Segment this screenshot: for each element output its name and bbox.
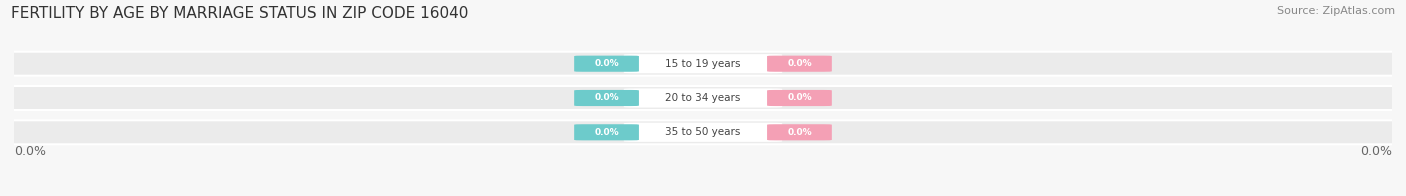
FancyBboxPatch shape <box>574 124 638 140</box>
FancyBboxPatch shape <box>574 90 638 106</box>
FancyBboxPatch shape <box>624 88 782 108</box>
FancyBboxPatch shape <box>624 123 782 142</box>
Text: Source: ZipAtlas.com: Source: ZipAtlas.com <box>1277 6 1395 16</box>
Text: 0.0%: 0.0% <box>787 59 811 68</box>
FancyBboxPatch shape <box>574 56 638 72</box>
Text: 0.0%: 0.0% <box>595 128 619 137</box>
Text: 0.0%: 0.0% <box>595 93 619 103</box>
Text: 15 to 19 years: 15 to 19 years <box>665 59 741 69</box>
FancyBboxPatch shape <box>768 56 832 72</box>
Text: 0.0%: 0.0% <box>787 128 811 137</box>
FancyBboxPatch shape <box>0 52 1406 76</box>
Text: 0.0%: 0.0% <box>1360 145 1392 158</box>
FancyBboxPatch shape <box>624 54 782 73</box>
Text: 20 to 34 years: 20 to 34 years <box>665 93 741 103</box>
Text: 0.0%: 0.0% <box>14 145 46 158</box>
Text: 35 to 50 years: 35 to 50 years <box>665 127 741 137</box>
FancyBboxPatch shape <box>0 86 1406 110</box>
Text: FERTILITY BY AGE BY MARRIAGE STATUS IN ZIP CODE 16040: FERTILITY BY AGE BY MARRIAGE STATUS IN Z… <box>11 6 468 21</box>
FancyBboxPatch shape <box>768 124 832 140</box>
FancyBboxPatch shape <box>768 90 832 106</box>
Text: 0.0%: 0.0% <box>787 93 811 103</box>
FancyBboxPatch shape <box>0 120 1406 144</box>
Text: 0.0%: 0.0% <box>595 59 619 68</box>
Legend: Married, Unmarried: Married, Unmarried <box>619 193 787 196</box>
